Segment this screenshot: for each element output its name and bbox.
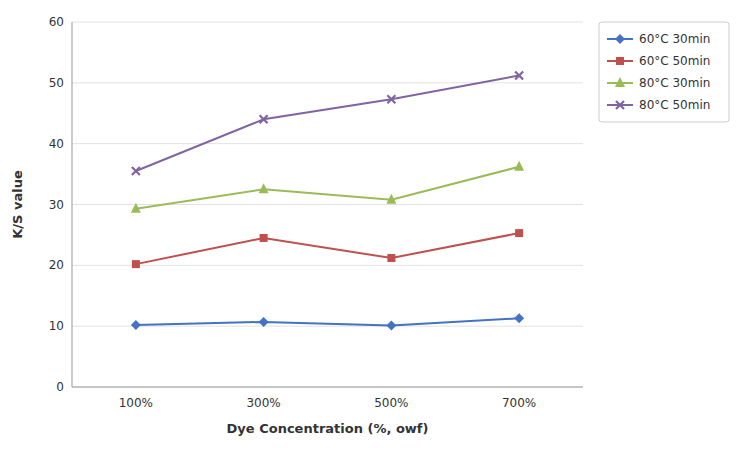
grid-line: [72, 204, 583, 205]
legend-label: 80°C 30min: [639, 76, 710, 90]
x-tick-label: 500%: [374, 396, 408, 410]
legend-marker: [616, 101, 624, 109]
point: [387, 254, 395, 262]
y-tick-label: 50: [49, 76, 64, 90]
point: [260, 234, 268, 242]
x-tick-label: 700%: [502, 396, 536, 410]
grid-line: [72, 22, 583, 23]
point: [259, 183, 269, 193]
y-tick-label: 20: [49, 258, 64, 272]
x-axis-line: [72, 387, 583, 388]
point: [260, 115, 268, 123]
grid-line: [72, 143, 583, 144]
point: [132, 260, 140, 268]
grid-line: [72, 82, 583, 83]
point: [259, 317, 269, 327]
legend-label: 60°C 50min: [639, 54, 710, 68]
point: [131, 320, 141, 330]
point: [387, 95, 395, 103]
grid-line: [72, 265, 583, 266]
line: [136, 76, 519, 172]
chart: 0 10 20 30 40 50 60 100% 300% 500% 700% Dye Concent…: [0, 0, 753, 451]
x-axis: 100% 300% 500% 700%: [119, 396, 537, 410]
point: [514, 313, 524, 323]
line: [136, 233, 519, 264]
series: [131, 313, 524, 330]
legend-marker: [616, 57, 624, 65]
y-tick-label: 0: [56, 380, 64, 394]
chart-container: 0 10 20 30 40 50 60 100% 300% 500% 700% Dye Concent…: [0, 0, 753, 451]
y-tick-label: 30: [49, 198, 64, 212]
point: [132, 167, 140, 175]
x-tick-label: 100%: [119, 396, 153, 410]
grid-line: [72, 387, 583, 388]
legend-marker: [615, 34, 625, 44]
y-tick-label: 60: [49, 15, 64, 29]
point: [386, 321, 396, 331]
y-axis-label: K/S value: [10, 170, 25, 239]
plot-area: [131, 72, 524, 331]
series: [132, 229, 523, 268]
legend: 60°C 30min 60°C 50min 80°C 30min 80°C 50min: [599, 22, 729, 122]
y-tick-label: 10: [49, 319, 64, 333]
x-axis-label: Dye Concentration (%, owf): [227, 421, 429, 436]
point: [131, 203, 141, 213]
line: [136, 167, 519, 209]
x-tick-label: 300%: [246, 396, 280, 410]
series: [131, 161, 524, 213]
legend-label: 80°C 50min: [639, 98, 710, 112]
series: [132, 72, 523, 176]
y-axis-line: [72, 22, 73, 387]
legend-marker: [615, 77, 625, 87]
point: [514, 161, 524, 171]
point: [386, 194, 396, 204]
y-tick-label: 40: [49, 137, 64, 151]
y-axis: 0 10 20 30 40 50 60: [49, 15, 583, 394]
legend-label: 60°C 30min: [639, 32, 710, 46]
line: [136, 318, 519, 325]
legend-box: [599, 22, 729, 122]
point: [515, 229, 523, 237]
point: [515, 72, 523, 80]
grid-line: [72, 326, 583, 327]
